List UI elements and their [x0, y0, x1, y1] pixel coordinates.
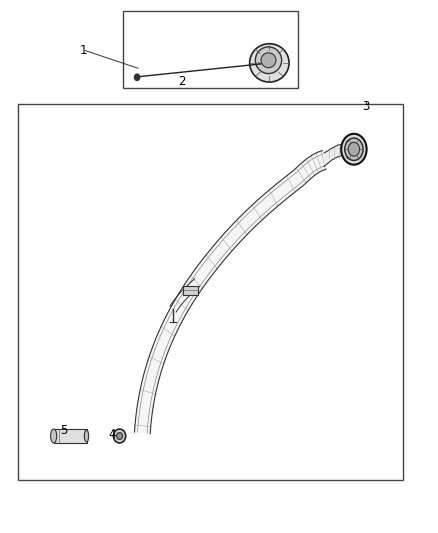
Ellipse shape — [117, 433, 123, 439]
Ellipse shape — [348, 142, 360, 156]
Bar — [347, 140, 352, 158]
Text: 5: 5 — [60, 424, 67, 437]
Text: 3: 3 — [362, 100, 369, 113]
Ellipse shape — [250, 44, 289, 82]
Text: 2: 2 — [178, 75, 186, 87]
Ellipse shape — [84, 430, 88, 442]
Ellipse shape — [341, 134, 367, 165]
Ellipse shape — [255, 47, 282, 74]
Circle shape — [134, 74, 140, 80]
Bar — [183, 286, 198, 295]
Polygon shape — [134, 151, 326, 433]
Ellipse shape — [113, 429, 126, 443]
Bar — [123, 11, 298, 88]
Ellipse shape — [261, 53, 276, 68]
Ellipse shape — [50, 429, 57, 443]
Bar — [53, 429, 86, 443]
Bar — [18, 104, 403, 480]
Text: 4: 4 — [108, 428, 116, 441]
Text: 1: 1 — [79, 44, 87, 57]
Ellipse shape — [345, 138, 363, 160]
Polygon shape — [324, 144, 346, 166]
